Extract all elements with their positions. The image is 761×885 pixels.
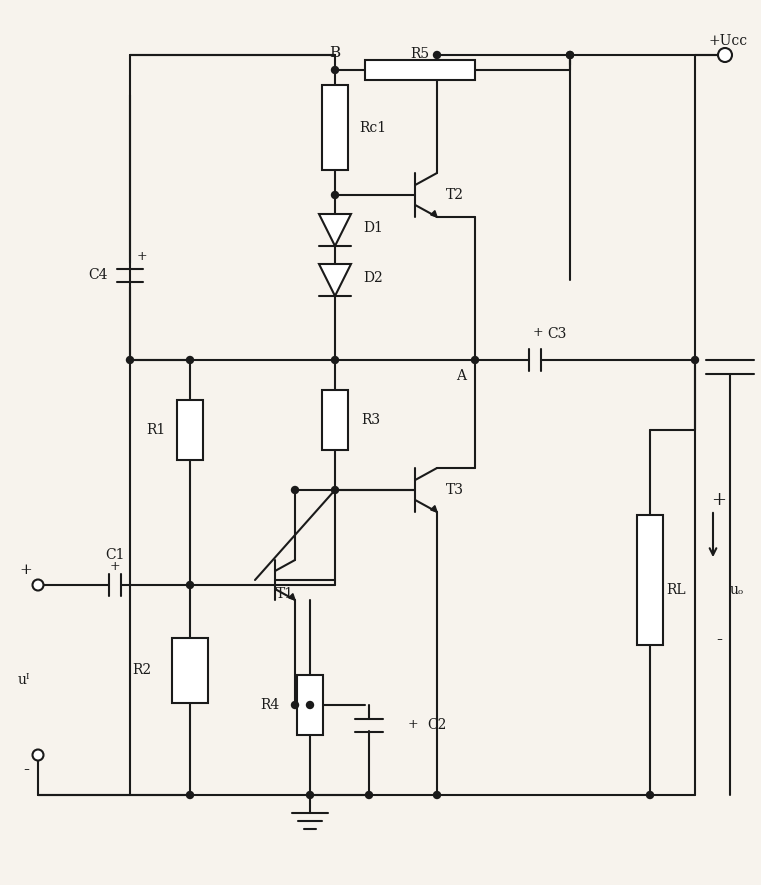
Text: +: + (408, 719, 419, 732)
Text: C3: C3 (547, 327, 567, 341)
Text: +: + (110, 560, 120, 573)
Text: T2: T2 (446, 188, 464, 202)
Circle shape (647, 791, 654, 798)
Polygon shape (288, 594, 295, 600)
Text: R5: R5 (410, 47, 429, 61)
Text: -: - (23, 761, 29, 779)
Text: B: B (330, 46, 341, 60)
Bar (172, 637, 208, 703)
Text: Rc1: Rc1 (359, 120, 387, 135)
Text: C4: C4 (88, 268, 108, 282)
Text: C1: C1 (105, 548, 125, 562)
Text: +Ucc: +Ucc (708, 34, 747, 48)
Bar (297, 675, 323, 735)
Polygon shape (431, 211, 437, 217)
Text: C2: C2 (428, 718, 447, 732)
Bar (322, 390, 348, 450)
Text: +: + (20, 563, 33, 577)
Circle shape (186, 791, 193, 798)
Polygon shape (319, 214, 351, 246)
Text: uₒ: uₒ (730, 583, 744, 597)
Text: D1: D1 (363, 221, 383, 235)
Text: +: + (137, 250, 148, 264)
Circle shape (291, 702, 298, 709)
Circle shape (332, 66, 339, 73)
Circle shape (332, 357, 339, 364)
Text: T1: T1 (276, 587, 294, 601)
Circle shape (33, 580, 43, 590)
Circle shape (566, 51, 574, 58)
Circle shape (332, 487, 339, 494)
Circle shape (332, 191, 339, 198)
Circle shape (434, 51, 441, 58)
Bar (177, 400, 203, 460)
Circle shape (307, 791, 314, 798)
Text: +: + (712, 491, 727, 509)
Circle shape (718, 48, 732, 62)
Text: T3: T3 (446, 483, 464, 497)
Text: uᴵ: uᴵ (18, 673, 30, 687)
Circle shape (186, 581, 193, 589)
Polygon shape (319, 264, 351, 296)
Text: RL: RL (666, 583, 686, 597)
Text: +: + (533, 326, 543, 338)
Polygon shape (431, 505, 437, 512)
Circle shape (566, 51, 574, 58)
Circle shape (365, 791, 372, 798)
Text: A: A (456, 369, 466, 383)
Bar (637, 515, 663, 645)
Text: R3: R3 (361, 413, 380, 427)
Text: R2: R2 (132, 663, 151, 677)
Circle shape (472, 357, 479, 364)
Bar (322, 85, 348, 170)
Circle shape (692, 357, 699, 364)
Circle shape (33, 750, 43, 760)
Text: R4: R4 (260, 698, 279, 712)
Circle shape (291, 487, 298, 494)
Text: D2: D2 (363, 271, 383, 285)
Text: R1: R1 (146, 423, 166, 437)
Circle shape (434, 791, 441, 798)
Circle shape (186, 357, 193, 364)
Circle shape (126, 357, 133, 364)
Circle shape (307, 702, 314, 709)
Text: -: - (716, 631, 722, 649)
Bar (365, 60, 475, 80)
